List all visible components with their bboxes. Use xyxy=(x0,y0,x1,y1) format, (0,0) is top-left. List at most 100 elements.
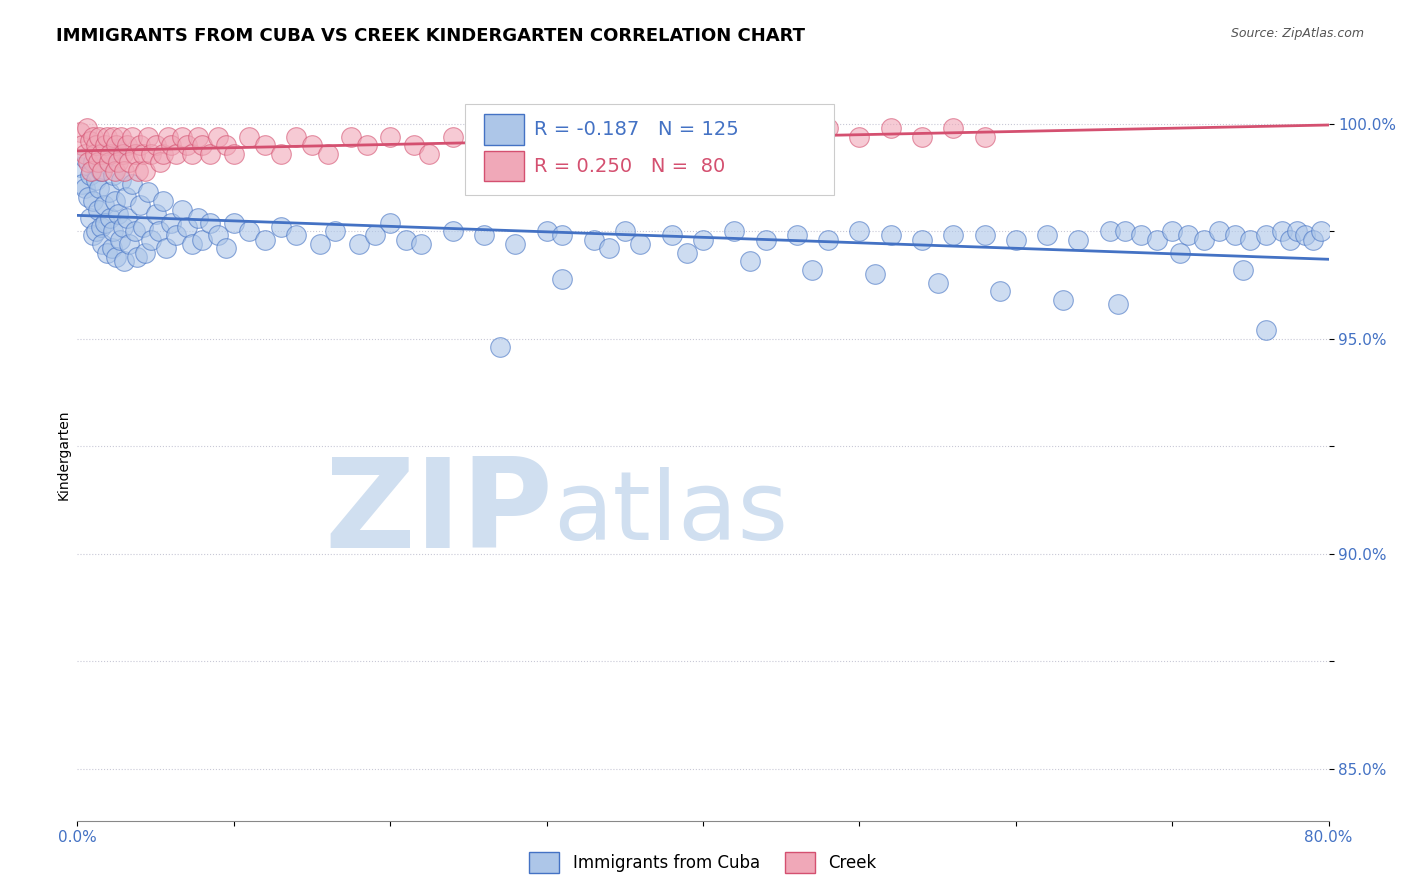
Point xyxy=(84,138,107,153)
Point xyxy=(172,202,194,217)
FancyBboxPatch shape xyxy=(465,103,834,195)
Point xyxy=(786,129,808,144)
Point xyxy=(676,245,699,260)
Point xyxy=(630,237,652,252)
Point xyxy=(630,138,652,153)
Point xyxy=(988,285,1011,299)
Point xyxy=(157,129,180,144)
Point xyxy=(880,120,903,135)
Point xyxy=(176,219,198,234)
Point xyxy=(124,224,146,238)
Point xyxy=(505,237,527,252)
Point xyxy=(551,228,574,243)
Point xyxy=(598,129,620,144)
Y-axis label: Kindergarten: Kindergarten xyxy=(56,409,70,500)
Point xyxy=(89,181,111,195)
Point xyxy=(121,177,143,191)
Point xyxy=(180,146,202,161)
Point xyxy=(165,146,187,161)
Point xyxy=(105,143,128,157)
Point xyxy=(927,276,949,290)
Point xyxy=(187,211,209,226)
Point xyxy=(1286,224,1309,238)
Point xyxy=(598,241,620,255)
Point xyxy=(77,155,100,169)
Point xyxy=(253,138,276,153)
Point xyxy=(347,237,370,252)
Point xyxy=(848,129,870,144)
Point xyxy=(512,138,534,153)
Point xyxy=(97,146,120,161)
Point xyxy=(139,233,162,247)
Point xyxy=(93,198,115,212)
Point xyxy=(70,138,93,153)
Point xyxy=(105,138,128,153)
Point xyxy=(180,237,202,252)
Point xyxy=(90,146,112,161)
Point xyxy=(110,129,132,144)
Point xyxy=(1278,233,1301,247)
Point xyxy=(96,245,118,260)
Point xyxy=(165,228,187,243)
Point xyxy=(1254,323,1277,337)
Point xyxy=(613,224,636,238)
Point xyxy=(488,340,510,354)
Point xyxy=(356,138,378,153)
Point xyxy=(132,146,155,161)
Point xyxy=(104,194,127,208)
Point xyxy=(661,129,683,144)
Point xyxy=(801,263,824,277)
Point xyxy=(121,129,143,144)
Point xyxy=(152,146,174,161)
Point xyxy=(187,129,209,144)
Point xyxy=(880,228,903,243)
Point xyxy=(103,168,125,182)
Point xyxy=(973,129,995,144)
Point xyxy=(692,138,714,153)
Point xyxy=(118,155,141,169)
Point xyxy=(200,216,222,230)
Point xyxy=(465,138,488,153)
Legend: Immigrants from Cuba, Creek: Immigrants from Cuba, Creek xyxy=(523,846,883,880)
Point xyxy=(70,177,93,191)
Point xyxy=(125,250,148,264)
Point xyxy=(94,138,117,153)
Text: ZIP: ZIP xyxy=(325,453,553,574)
Point xyxy=(84,224,107,238)
Point xyxy=(86,155,108,169)
Point xyxy=(472,228,495,243)
Point xyxy=(75,146,97,161)
Point xyxy=(1130,228,1153,243)
Point xyxy=(152,194,174,208)
Point xyxy=(134,164,156,178)
Point xyxy=(215,138,238,153)
Point xyxy=(129,138,152,153)
Point xyxy=(90,164,112,178)
Point xyxy=(160,138,183,153)
Point xyxy=(100,241,122,255)
Point xyxy=(94,216,117,230)
Point xyxy=(817,233,839,247)
Point xyxy=(285,228,308,243)
Point xyxy=(1146,233,1168,247)
Point xyxy=(91,237,114,252)
Point xyxy=(488,129,510,144)
Point xyxy=(301,138,323,153)
Text: R = -0.187   N = 125: R = -0.187 N = 125 xyxy=(534,120,738,139)
Point xyxy=(1294,228,1316,243)
Point xyxy=(1192,233,1215,247)
FancyBboxPatch shape xyxy=(484,114,524,145)
Point xyxy=(103,224,125,238)
Point xyxy=(110,172,132,186)
Point xyxy=(114,190,136,204)
Point xyxy=(848,224,870,238)
Point xyxy=(1177,228,1199,243)
Point xyxy=(136,129,159,144)
Point xyxy=(82,228,104,243)
Point xyxy=(112,164,135,178)
Point xyxy=(551,271,574,285)
Point xyxy=(1161,224,1184,238)
Point xyxy=(441,224,464,238)
Point xyxy=(160,216,183,230)
Point xyxy=(786,228,808,243)
